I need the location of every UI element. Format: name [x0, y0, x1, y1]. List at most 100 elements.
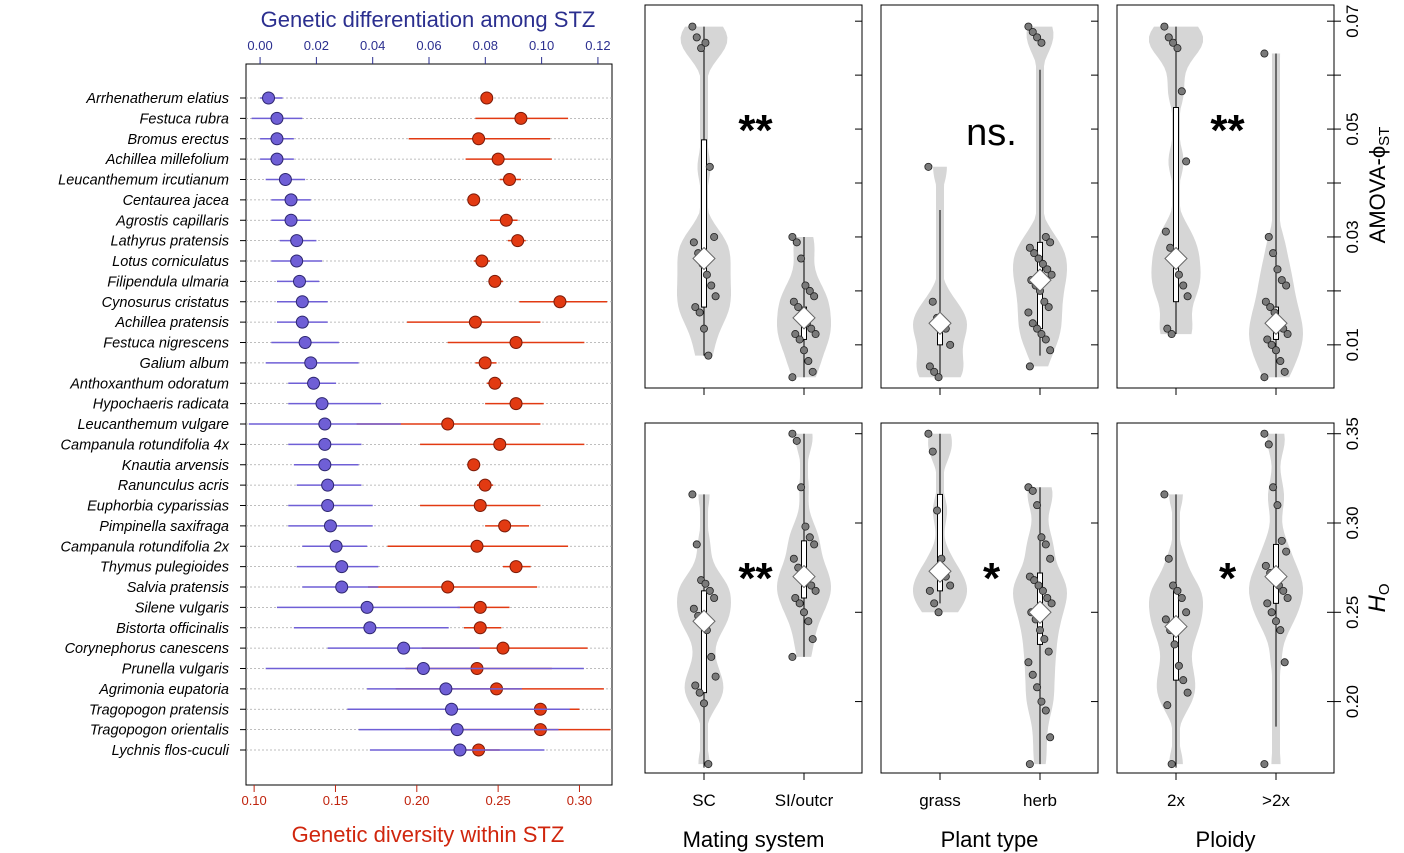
- differentiation-point: [270, 132, 284, 146]
- violin-point: [1264, 232, 1273, 241]
- violin-point: [695, 308, 704, 317]
- violin-point: [700, 699, 709, 708]
- species-row: Euphorbia cyparissias: [87, 499, 612, 515]
- violin-point: [801, 281, 810, 290]
- differentiation-point: [304, 356, 318, 370]
- violin-group: [913, 162, 967, 382]
- violin-point: [1024, 22, 1033, 31]
- violin-point: [805, 533, 814, 542]
- violin-point: [1041, 706, 1050, 715]
- violin-point: [797, 254, 806, 263]
- y-tick-label: 0.25: [1343, 596, 1362, 629]
- ho-violin-row: ** * *: [644, 422, 1335, 780]
- diversity-point: [493, 437, 507, 451]
- species-row: Hypochaeris radicata: [93, 397, 612, 413]
- violin-point: [1273, 501, 1282, 510]
- species-row: Filipendula ulmaria: [107, 274, 612, 290]
- violin-point: [1276, 357, 1285, 366]
- species-forest-plot: Genetic differentiation among STZ Geneti…: [58, 7, 613, 847]
- violin-point: [1272, 617, 1281, 626]
- species-label: Lotus corniculatus: [112, 254, 229, 270]
- violin-point: [1169, 581, 1178, 590]
- differentiation-point: [453, 743, 467, 757]
- top-tick-label: 0.00: [247, 38, 272, 53]
- violin-point: [788, 429, 797, 438]
- violin-group: [677, 22, 731, 360]
- violin-point: [1046, 238, 1055, 247]
- species-label: Filipendula ulmaria: [107, 274, 229, 290]
- violin-point: [800, 346, 809, 355]
- violin-panel: **: [644, 4, 863, 395]
- diversity-point: [472, 132, 486, 146]
- y-tick-label: 0.20: [1343, 685, 1362, 718]
- species-row: Bistorta officinalis: [116, 621, 612, 637]
- species-row: Campanula rotundifolia 2x: [61, 539, 612, 555]
- violin-point: [1163, 324, 1172, 333]
- violin-point: [1282, 547, 1291, 556]
- diversity-point: [488, 274, 502, 288]
- violin-point: [792, 436, 801, 445]
- violin-point: [1179, 676, 1188, 685]
- violin-point: [710, 594, 719, 603]
- top-axis-title: Genetic differentiation among STZ: [261, 7, 596, 32]
- species-row: Galium album: [140, 356, 612, 372]
- violin-point: [795, 335, 804, 344]
- violin-point: [1040, 635, 1049, 644]
- violin-point: [1173, 586, 1182, 595]
- ho-label-sub: O: [1376, 583, 1393, 595]
- species-label: Prunella vulgaris: [122, 662, 229, 678]
- violin-point: [930, 599, 939, 608]
- violin-point: [689, 604, 698, 613]
- violin-point: [705, 586, 714, 595]
- violin-point: [704, 760, 713, 769]
- violin-point: [1177, 87, 1186, 96]
- species-label: Pimpinella saxifraga: [99, 519, 229, 535]
- mean-diamond: [1264, 311, 1288, 335]
- differentiation-point: [318, 437, 332, 451]
- violin-group: [777, 232, 831, 382]
- mean-diamond: [928, 311, 952, 335]
- violin-group: [1249, 429, 1303, 769]
- violin-panel: ns.: [880, 4, 1099, 395]
- violin-point: [1269, 249, 1278, 258]
- violin-point: [701, 38, 710, 47]
- differentiation-point: [360, 600, 374, 614]
- violin-point: [804, 357, 813, 366]
- y-tick-label: 0.07: [1343, 5, 1362, 38]
- species-label: Tragopogon pratensis: [89, 702, 229, 718]
- violin-point: [1046, 554, 1055, 563]
- species-row: Agrostis capillaris: [115, 213, 612, 229]
- violin-point: [1261, 561, 1270, 570]
- violin-point: [1028, 670, 1037, 679]
- species-label: Bromus erectus: [127, 132, 229, 148]
- bottom-axis-ticks: 0.10 0.15 0.20 0.25 0.30: [241, 785, 592, 808]
- amova-label-sub: ST: [1376, 127, 1393, 146]
- category-label: 2x: [1167, 791, 1185, 810]
- species-row: Thymus pulegioides: [100, 560, 612, 576]
- violin-point: [1264, 440, 1273, 449]
- differentiation-point: [262, 91, 276, 105]
- top-tick-label: 0.08: [473, 38, 498, 53]
- ho-label-main: H: [1364, 595, 1391, 613]
- violin-point: [930, 367, 939, 376]
- y-tick-label: 0.35: [1343, 417, 1362, 450]
- violin-point: [1024, 308, 1033, 317]
- diversity-point: [478, 356, 492, 370]
- violin-point: [795, 599, 804, 608]
- differentiation-point: [416, 662, 430, 675]
- violin-point: [1169, 38, 1178, 47]
- violin-point: [1043, 594, 1052, 603]
- differentiation-point: [450, 723, 464, 737]
- mean-diamond: [692, 246, 716, 271]
- violin-point: [1174, 270, 1183, 279]
- violin-group: [1249, 49, 1303, 382]
- diversity-point: [473, 600, 487, 614]
- violin-point: [1038, 586, 1047, 595]
- violin-point: [1166, 243, 1175, 252]
- significance-label: ns.: [966, 112, 1017, 154]
- violin-point: [1173, 44, 1182, 53]
- species-row: Tragopogon orientalis: [90, 723, 612, 739]
- violin-group: [677, 490, 731, 769]
- species-label: Hypochaeris radicata: [93, 397, 229, 413]
- bottom-tick-label: 0.10: [241, 793, 266, 808]
